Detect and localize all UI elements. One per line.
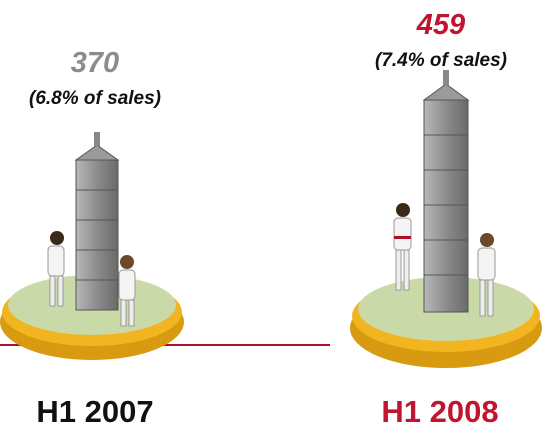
value-2008: 459 [416, 9, 465, 41]
note-2007: (6.8% of sales) [29, 88, 161, 109]
illustration-2008 [350, 70, 542, 368]
note-2008: (7.4% of sales) [375, 50, 507, 71]
infographic: 370 (6.8% of sales) H1 2007 459 (7.4% of… [0, 0, 544, 429]
page: {"items": [ {"value": "370", "note": "(6… [0, 0, 544, 429]
label-2007: H1 2007 [36, 394, 153, 429]
illustration-2007 [0, 132, 184, 360]
label-2008: H1 2008 [381, 394, 498, 429]
value-2007: 370 [71, 47, 119, 79]
